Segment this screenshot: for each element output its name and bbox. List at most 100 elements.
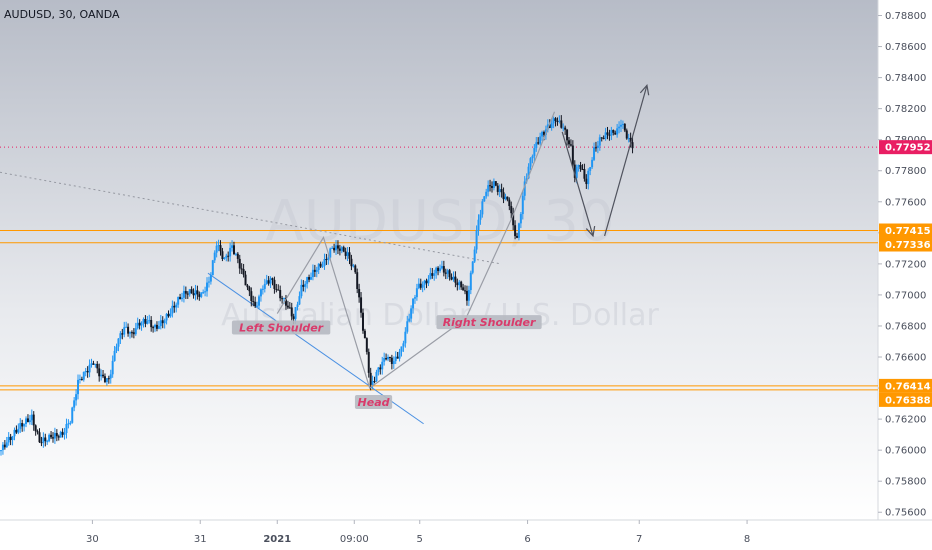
candle-body	[394, 356, 397, 362]
candle-body	[369, 372, 372, 385]
candle-body	[529, 158, 532, 167]
candle-body	[573, 164, 576, 178]
candle-body	[342, 247, 345, 252]
candle-body	[7, 436, 10, 443]
candle-body	[281, 298, 284, 300]
candle-body	[146, 321, 149, 324]
candle-body	[167, 313, 170, 317]
candle-body	[329, 248, 332, 258]
candle-body	[552, 118, 555, 124]
candle-body	[375, 371, 378, 382]
candle-body	[585, 178, 588, 185]
candle-body	[206, 282, 209, 292]
candle-body	[134, 328, 137, 335]
candle-body	[209, 275, 212, 282]
candle-body	[204, 291, 207, 293]
time-axis[interactable]	[0, 520, 932, 550]
candle-body	[631, 142, 634, 149]
candle-body	[227, 255, 230, 257]
candle-body	[317, 263, 320, 270]
y-tick-label: 0.76000	[885, 446, 926, 457]
candle-body	[612, 130, 615, 133]
candle-body	[175, 304, 178, 308]
candle-body	[165, 313, 168, 321]
candle-body	[435, 267, 438, 274]
candle-body	[623, 123, 626, 131]
candle-body	[19, 423, 22, 429]
projection-arrow[interactable]	[604, 84, 650, 237]
candle-body	[98, 368, 101, 377]
candle-body	[490, 186, 493, 188]
candle-body	[244, 274, 247, 286]
candle-body	[275, 288, 278, 290]
candle-body	[531, 156, 534, 159]
candle-body	[269, 278, 272, 284]
candle-body	[225, 255, 228, 258]
candle-body	[596, 145, 599, 148]
candle-body	[250, 291, 253, 301]
candle-body	[412, 298, 415, 309]
candle-body	[591, 159, 594, 168]
candle-body	[148, 319, 151, 322]
price-tag-text: 0.77336	[885, 240, 931, 251]
candle-body	[514, 225, 517, 237]
candle-body	[440, 266, 443, 269]
candle-body	[575, 166, 578, 178]
y-tick-label: 0.76800	[885, 321, 926, 332]
candle-body	[550, 123, 553, 128]
price-axis[interactable]	[878, 0, 932, 520]
candle-body	[21, 423, 24, 427]
candle-body	[1, 444, 4, 451]
candle-body	[109, 374, 112, 379]
candle-body	[238, 258, 241, 269]
candle-body	[521, 195, 524, 215]
candle-body	[82, 371, 85, 380]
candle-body	[352, 265, 355, 267]
candle-body	[254, 301, 257, 307]
candle-body	[494, 181, 497, 186]
candle-body	[309, 277, 312, 280]
candle-body	[119, 333, 122, 339]
annotation-label[interactable]: Right Shoulder	[436, 315, 542, 330]
candle-body	[460, 281, 463, 288]
candle-body	[568, 140, 571, 145]
candle-body	[371, 381, 374, 385]
annotation-label[interactable]: Left Shoulder	[231, 320, 331, 335]
price-tags-layer: 0.77952 0.77415 0.77336 0.76414 0.76388	[879, 140, 932, 407]
candle-body	[554, 118, 557, 122]
candle-body	[50, 434, 53, 438]
candle-body	[354, 265, 357, 273]
candle-body	[454, 276, 457, 283]
annotation-label[interactable]: Head	[354, 395, 393, 410]
candle-body	[437, 267, 440, 272]
y-tick-label: 0.78200	[885, 104, 926, 115]
chart-pane[interactable]	[0, 0, 878, 520]
candle-body	[55, 433, 58, 437]
candle-body	[516, 236, 519, 238]
candle-body	[594, 147, 597, 149]
candle-body	[46, 441, 49, 443]
candle-body	[350, 258, 353, 267]
candle-body	[258, 296, 261, 306]
candle-body	[579, 165, 582, 170]
candle-body	[523, 181, 526, 196]
candle-body	[504, 196, 507, 200]
candle-body	[25, 418, 28, 424]
pattern-line[interactable]	[276, 111, 556, 390]
candle-body	[40, 442, 43, 444]
candle-body	[527, 166, 530, 179]
y-tick-label: 0.77200	[885, 259, 926, 270]
candle-body	[0, 450, 2, 452]
candle-body	[604, 132, 607, 139]
candle-body	[621, 123, 624, 125]
candle-body	[155, 324, 158, 329]
candle-body	[67, 423, 70, 425]
candle-body	[377, 367, 380, 372]
candle-body	[163, 320, 166, 324]
projection-arrow[interactable]	[561, 131, 596, 238]
candle-body	[542, 131, 545, 135]
candle-body	[385, 358, 388, 360]
candle-body	[96, 363, 99, 369]
